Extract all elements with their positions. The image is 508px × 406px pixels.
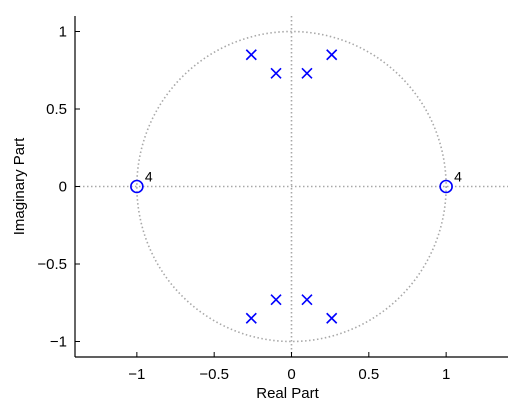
pole-marker xyxy=(245,312,257,324)
pole-marker xyxy=(270,67,282,79)
pole-marker xyxy=(270,294,282,306)
x-tick-label: 0 xyxy=(287,366,295,383)
unit-circle xyxy=(136,30,447,343)
y-axis-label: Imaginary Part xyxy=(11,137,28,235)
pole-marker xyxy=(326,49,338,61)
zero-multiplicity-label: 4 xyxy=(145,169,153,185)
zero-marker xyxy=(439,179,453,194)
y-tick-label: 0.5 xyxy=(46,101,67,118)
x-tick-label: −1 xyxy=(128,366,145,383)
zero-marker xyxy=(130,179,144,194)
x-tick-label: 0.5 xyxy=(358,366,379,383)
y-tick-label: −0.5 xyxy=(37,256,67,273)
pole-marker xyxy=(301,294,313,306)
y-tick-label: 1 xyxy=(59,24,67,41)
pole-marker xyxy=(301,67,313,79)
y-tick-label: 0 xyxy=(59,179,67,196)
pole-marker xyxy=(245,49,257,61)
y-tick-label: −1 xyxy=(50,334,67,351)
x-axis-label: Real Part xyxy=(256,385,319,402)
pole-marker xyxy=(326,312,338,324)
x-tick-label: −0.5 xyxy=(199,366,229,383)
zero-multiplicity-label: 4 xyxy=(454,169,462,185)
x-tick-label: 1 xyxy=(442,366,450,383)
